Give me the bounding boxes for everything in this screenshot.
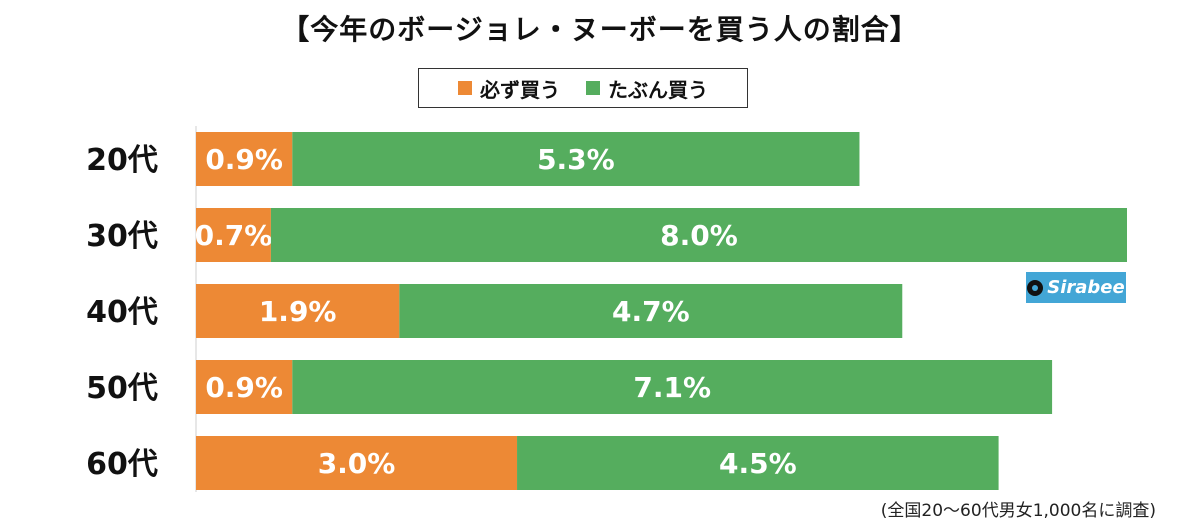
bar-must-buy [196,284,400,338]
logo-text: Sirabee [1047,277,1125,298]
legend-item-probably-buy: たぶん買う [586,74,708,103]
value-label-probably-buy: 4.5% [719,447,797,480]
legend-label-probably-buy: たぶん買う [608,77,708,102]
survey-footnote: (全国20〜60代男女1,000名に調査) [880,501,1156,521]
bar-probably-buy [292,360,1053,414]
value-label-must-buy: 1.9% [259,295,337,328]
bar-must-buy [196,360,293,414]
value-label-probably-buy: 5.3% [537,143,615,176]
category-label: 20代 [86,143,158,178]
bar-probably-buy [270,208,1127,262]
category-label: 40代 [86,295,158,330]
legend-swatch-probably-buy [586,81,600,95]
legend: 必ず買う たぶん買う [418,68,748,108]
category-label: 30代 [86,219,158,254]
value-label-must-buy: 0.7% [195,219,273,252]
legend-item-must-buy: 必ず買う [458,74,560,103]
value-label-must-buy: 0.9% [205,371,283,404]
category-label: 50代 [86,371,158,406]
category-label: 60代 [86,447,158,482]
bar-probably-buy [292,132,860,186]
bar-probably-buy [399,284,903,338]
value-label-probably-buy: 4.7% [612,295,690,328]
value-label-probably-buy: 7.1% [633,371,711,404]
legend-swatch-must-buy [458,81,472,95]
logo-icon [1027,279,1044,296]
sirabee-logo: Sirabee [1026,272,1126,303]
value-label-must-buy: 3.0% [318,447,396,480]
bar-must-buy [196,436,518,490]
bar-must-buy [196,208,271,262]
value-label-must-buy: 0.9% [205,143,283,176]
chart-title: 【今年のボージョレ・ヌーボーを買う人の割合】 [281,13,919,46]
value-label-probably-buy: 8.0% [660,219,738,252]
bar-probably-buy [517,436,999,490]
legend-label-must-buy: 必ず買う [480,77,560,102]
bar-must-buy [196,132,293,186]
